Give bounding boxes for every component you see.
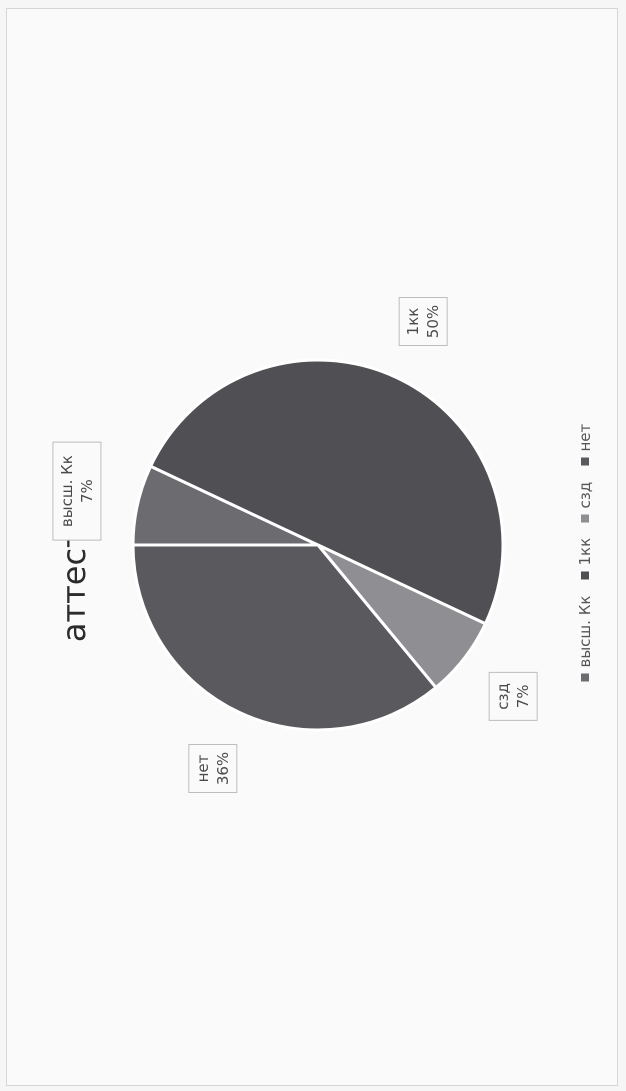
legend-swatch xyxy=(581,514,589,523)
data-label-box xyxy=(488,671,538,721)
data-label-percent: 36% xyxy=(214,752,232,785)
data-label-сзд: сзд 7% xyxy=(488,671,538,721)
data-label-1кк: 1кк 50% xyxy=(398,297,448,347)
legend-swatch xyxy=(581,673,589,682)
data-label-нет: нет 36% xyxy=(188,743,238,793)
legend-label: нет xyxy=(576,423,594,451)
data-label-percent: 7% xyxy=(514,684,532,708)
data-label-percent: 50% xyxy=(424,305,442,338)
pie-slice-1кк xyxy=(148,358,505,626)
legend-label: сзд xyxy=(576,482,594,509)
data-label-box xyxy=(52,441,102,541)
pie-slice-нет xyxy=(131,543,439,732)
data-labels: высш. Кк 7%1кк 50%сзд 7%нет 36% xyxy=(52,297,538,793)
legend-item-сзд: сзд xyxy=(576,482,594,523)
legend-swatch xyxy=(581,457,589,466)
data-label-category: 1кк xyxy=(404,308,422,336)
legend-item-нет: нет xyxy=(576,423,594,466)
data-label-высш-кк: высш. Кк 7% xyxy=(52,441,102,541)
pie-slices xyxy=(131,358,505,732)
data-label-box xyxy=(188,743,238,793)
data-label-category: сзд xyxy=(494,683,512,710)
legend-label: 1кк xyxy=(576,538,594,566)
legend-item-высш-кк: высш. Кк xyxy=(576,596,594,682)
legend-item-1кк: 1кк xyxy=(576,538,594,580)
legend: высш. Кк 1кк сзд нет xyxy=(576,423,594,682)
data-label-percent: 7% xyxy=(78,479,96,503)
legend-label: высш. Кк xyxy=(576,596,594,668)
data-label-category: высш. Кк xyxy=(58,455,76,527)
data-label-category: нет xyxy=(194,754,212,782)
legend-swatch xyxy=(581,571,589,580)
data-label-box xyxy=(398,297,448,347)
